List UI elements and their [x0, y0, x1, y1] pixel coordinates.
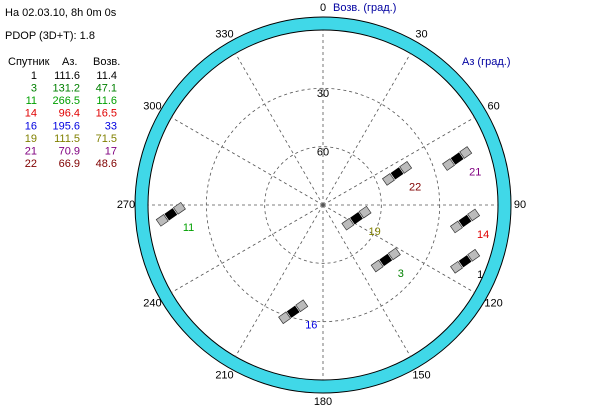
azimuth-tick-label: 210	[215, 370, 233, 382]
satellite-azimuth: 111.6	[54, 70, 80, 82]
solar-panel	[467, 248, 481, 262]
azimuth-axis-label: Аз (град.)	[462, 56, 511, 68]
azimuth-grid-line	[235, 204, 324, 357]
satellite-body	[164, 208, 178, 221]
satellite-elevation: 33	[105, 120, 117, 132]
satellite-icon	[449, 208, 481, 234]
satellite-label: 22	[409, 181, 421, 193]
azimuth-tick-label: 330	[215, 28, 233, 40]
azimuth-grid-line	[171, 204, 324, 293]
satellite-icon	[381, 161, 413, 186]
satellite-elevation: 71.5	[96, 133, 117, 145]
azimuth-grid-line	[322, 53, 411, 206]
solar-panel	[358, 205, 372, 219]
satellite-label: 14	[477, 229, 489, 241]
solar-panel	[450, 260, 463, 274]
satellite-icon	[278, 299, 309, 325]
satellite-azimuth: 266.5	[52, 95, 80, 107]
azimuth-grid-line	[171, 117, 324, 206]
azimuth-tick-label: 180	[314, 396, 332, 408]
solar-panel	[295, 299, 309, 313]
satellite-body	[286, 305, 300, 318]
azimuth-grid-line	[322, 204, 475, 293]
solar-panel	[370, 259, 384, 273]
table-header: Аз.	[62, 56, 77, 68]
table-header: Спутник	[8, 56, 50, 68]
satellite-icon	[450, 248, 481, 274]
azimuth-tick-label: 300	[143, 100, 161, 112]
azimuth-tick-label: 30	[415, 28, 427, 40]
satellite-id: 19	[25, 133, 37, 145]
satellite-elevation: 11.6	[96, 95, 117, 107]
satellite-elevation: 47.1	[96, 83, 117, 95]
elevation-tick-label: 30	[317, 88, 329, 100]
satellite-azimuth: 96.4	[59, 108, 80, 120]
azimuth-grid-line	[235, 53, 324, 206]
elevation-grid-circle	[205, 87, 441, 323]
azimuth-tick-label: 150	[412, 370, 430, 382]
satellite-elevation: 16.5	[96, 108, 117, 120]
satellite-id: 3	[31, 83, 37, 95]
elevation-grid-circle	[264, 146, 382, 264]
table-header: Возв.	[93, 56, 120, 68]
elevation-tick-label: 60	[317, 147, 329, 159]
satellite-id: 14	[25, 108, 37, 120]
pdop: PDOP (3D+T): 1.8	[5, 30, 95, 42]
satellite-elevation: 17	[105, 146, 117, 158]
solar-panel	[449, 220, 463, 234]
satellite-icon	[155, 201, 186, 227]
solar-panel	[467, 208, 481, 222]
solar-panel	[381, 173, 395, 186]
satellite-azimuth: 66.9	[59, 158, 80, 170]
satellite-label: 3	[398, 268, 404, 280]
satellite-label: 21	[469, 166, 481, 178]
satellite-body	[390, 167, 404, 180]
satellite-body	[379, 253, 393, 267]
solar-panel	[155, 213, 169, 227]
solar-panel	[341, 217, 355, 231]
satellite-label: 11	[183, 222, 194, 234]
satellite-icon	[341, 205, 372, 231]
satellite-azimuth: 70.9	[59, 146, 80, 158]
satellite-icon	[370, 247, 401, 273]
azimuth-tick-label: 90	[514, 199, 526, 211]
azimuth-grid-line	[322, 204, 411, 357]
horizon-ring	[135, 17, 511, 393]
satellite-body	[458, 214, 472, 228]
satellite-label: 16	[305, 320, 317, 332]
solar-panel	[399, 161, 413, 174]
satellite-azimuth: 111.5	[54, 133, 80, 145]
azimuth-tick-label: 60	[487, 100, 499, 112]
solar-panel	[387, 247, 401, 261]
azimuth-tick-label: 0	[320, 2, 326, 14]
satellite-id: 11	[26, 95, 37, 107]
ring-edge	[134, 16, 512, 394]
solar-panel	[459, 146, 473, 159]
satellite-elevation: 48.6	[96, 158, 117, 170]
azimuth-tick-label: 120	[484, 297, 502, 309]
satellite-body	[350, 212, 363, 225]
solar-panel	[172, 201, 186, 215]
azimuth-grid-line	[322, 117, 475, 206]
satellite-id: 1	[31, 70, 37, 82]
satellite-id: 16	[25, 120, 37, 132]
solar-panel	[442, 158, 455, 171]
satellite-azimuth: 195.6	[52, 120, 80, 132]
satellite-id: 21	[25, 146, 37, 158]
solar-panel	[278, 311, 292, 325]
satellite-body	[458, 255, 472, 268]
elevation-axis-label: Возв. (град.)	[333, 2, 396, 14]
azimuth-tick-label: 270	[117, 199, 135, 211]
satellite-elevation: 11.4	[96, 70, 117, 82]
satellite-body	[450, 152, 464, 165]
azimuth-tick-label: 240	[143, 297, 161, 309]
satellite-label: 19	[368, 226, 380, 238]
satellite-icon	[442, 146, 473, 171]
satellite-id: 22	[25, 158, 37, 170]
timestamp: На 02.03.10, 8h 0m 0s	[5, 7, 117, 19]
satellite-label: 1	[477, 269, 483, 281]
satellite-azimuth: 131.2	[52, 83, 80, 95]
